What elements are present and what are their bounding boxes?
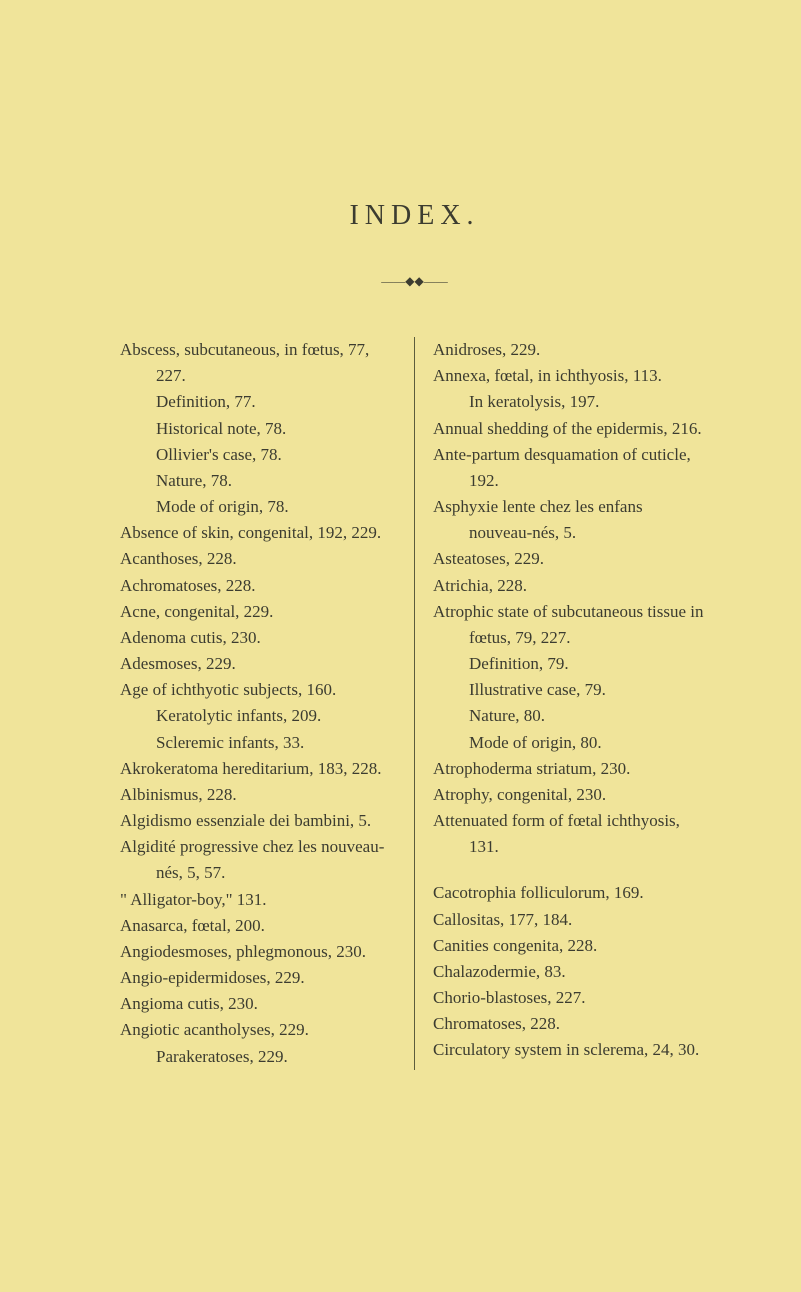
index-entry: Acanthoses, 228. bbox=[120, 546, 396, 572]
index-entry: Chalazodermie, 83. bbox=[433, 959, 709, 985]
paragraph-gap bbox=[433, 860, 709, 880]
index-entry: Circulatory system in sclerema, 24, 30. bbox=[433, 1037, 709, 1063]
index-subentry: Scleremic infants, 33. bbox=[120, 730, 396, 756]
index-entry: Abscess, subcutaneous, in fœtus, 77, 227… bbox=[120, 337, 396, 389]
index-subentry: Ollivier's case, 78. bbox=[120, 442, 396, 468]
index-entry: Atrichia, 228. bbox=[433, 573, 709, 599]
index-subentry: Mode of origin, 78. bbox=[120, 494, 396, 520]
index-entry: Callositas, 177, 184. bbox=[433, 907, 709, 933]
index-subentry: Keratolytic infants, 209. bbox=[120, 703, 396, 729]
index-entry: Chromatoses, 228. bbox=[433, 1011, 709, 1037]
index-subentry: In keratolysis, 197. bbox=[433, 389, 709, 415]
page-title: INDEX. bbox=[120, 200, 709, 232]
index-entry: Atrophoderma striatum, 230. bbox=[433, 756, 709, 782]
ornament: ——◆◆—— bbox=[120, 274, 709, 289]
index-subentry: Nature, 80. bbox=[433, 703, 709, 729]
index-entry: Angiotic acantholyses, 229. bbox=[120, 1017, 396, 1043]
index-subentry: Nature, 78. bbox=[120, 468, 396, 494]
index-entry: Chorio-blastoses, 227. bbox=[433, 985, 709, 1011]
index-entry: Age of ichthyotic subjects, 160. bbox=[120, 677, 396, 703]
index-entry: Adesmoses, 229. bbox=[120, 651, 396, 677]
index-entry: " Alligator-boy," 131. bbox=[120, 887, 396, 913]
columns-wrap: Abscess, subcutaneous, in fœtus, 77, 227… bbox=[120, 337, 709, 1070]
index-entry: Akrokeratoma hereditarium, 183, 228. bbox=[120, 756, 396, 782]
index-entry: Ante-partum desquamation of cuticle, 192… bbox=[433, 442, 709, 494]
index-subentry: Definition, 77. bbox=[120, 389, 396, 415]
index-entry: Asteatoses, 229. bbox=[433, 546, 709, 572]
index-entry: Atrophic state of subcutaneous tissue in… bbox=[433, 599, 709, 651]
index-entry: Absence of skin, congenital, 192, 229. bbox=[120, 520, 396, 546]
index-entry: Annual shedding of the epidermis, 216. bbox=[433, 416, 709, 442]
index-entry: Attenuated form of fœtal ichthyosis, 131… bbox=[433, 808, 709, 860]
index-entry: Atrophy, congenital, 230. bbox=[433, 782, 709, 808]
index-subentry: Definition, 79. bbox=[433, 651, 709, 677]
left-column: Abscess, subcutaneous, in fœtus, 77, 227… bbox=[120, 337, 414, 1070]
index-entry: Angiodesmoses, phlegmonous, 230. bbox=[120, 939, 396, 965]
index-subentry: Parakeratoses, 229. bbox=[120, 1044, 396, 1070]
index-subentry: Illustrative case, 79. bbox=[433, 677, 709, 703]
index-entry: Annexa, fœtal, in ichthyosis, 113. bbox=[433, 363, 709, 389]
index-entry: Achromatoses, 228. bbox=[120, 573, 396, 599]
index-page: INDEX. ——◆◆—— Abscess, subcutaneous, in … bbox=[0, 0, 801, 1292]
index-entry: Cacotrophia folliculorum, 169. bbox=[433, 880, 709, 906]
index-entry: Algidité progressive chez les nouveau-né… bbox=[120, 834, 396, 886]
index-entry: Asphyxie lente chez les enfans nouveau-n… bbox=[433, 494, 709, 546]
right-column: Anidroses, 229. Annexa, fœtal, in ichthy… bbox=[415, 337, 709, 1070]
index-entry: Adenoma cutis, 230. bbox=[120, 625, 396, 651]
index-entry: Canities congenita, 228. bbox=[433, 933, 709, 959]
index-entry: Albinismus, 228. bbox=[120, 782, 396, 808]
index-entry: Acne, congenital, 229. bbox=[120, 599, 396, 625]
index-entry: Anidroses, 229. bbox=[433, 337, 709, 363]
index-entry: Angioma cutis, 230. bbox=[120, 991, 396, 1017]
index-entry: Angio-epidermidoses, 229. bbox=[120, 965, 396, 991]
index-subentry: Mode of origin, 80. bbox=[433, 730, 709, 756]
index-subentry: Historical note, 78. bbox=[120, 416, 396, 442]
index-entry: Algidismo essenziale dei bambini, 5. bbox=[120, 808, 396, 834]
index-entry: Anasarca, fœtal, 200. bbox=[120, 913, 396, 939]
